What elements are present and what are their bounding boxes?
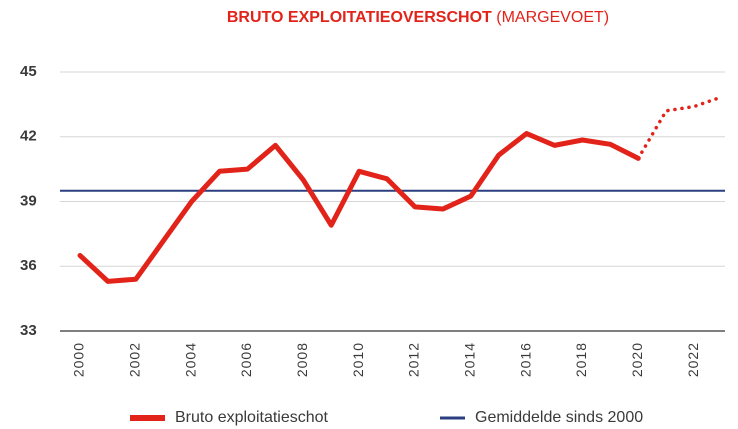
x-tick-label: 2002: [127, 342, 143, 377]
x-tick-label: 2018: [573, 342, 589, 377]
x-tick-label: 2008: [294, 342, 310, 377]
x-tick-label: 2010: [350, 342, 366, 377]
chart-subtitle: (MARGEVOET): [496, 9, 609, 26]
y-tick-label: 45: [20, 63, 37, 80]
chart-title-group: BRUTO EXPLOITATIEOVERSCHOT (MARGEVOET): [227, 9, 609, 26]
x-tick-label: 2014: [461, 342, 477, 377]
line: [77, 131, 641, 284]
y-tick-label: 39: [20, 192, 37, 209]
x-tick-label: 2022: [685, 342, 701, 377]
legend-label: Bruto exploitatieschot: [175, 409, 329, 426]
y-tick-label: 42: [20, 128, 37, 145]
chart-title: BRUTO EXPLOITATIEOVERSCHOT: [227, 9, 492, 26]
x-tick-label: 2020: [629, 342, 645, 377]
x-tick-label: 2000: [71, 342, 87, 377]
line-dotted: [636, 95, 724, 161]
x-tick-label: 2006: [238, 342, 254, 377]
x-tick-label: 2004: [182, 342, 198, 377]
y-tick-label: 36: [20, 257, 37, 274]
y-tick-label: 33: [20, 322, 37, 339]
x-tick-label: 2016: [517, 342, 533, 377]
legend-label: Gemiddelde sinds 2000: [475, 409, 643, 426]
x-tick-label: 2012: [406, 342, 422, 377]
